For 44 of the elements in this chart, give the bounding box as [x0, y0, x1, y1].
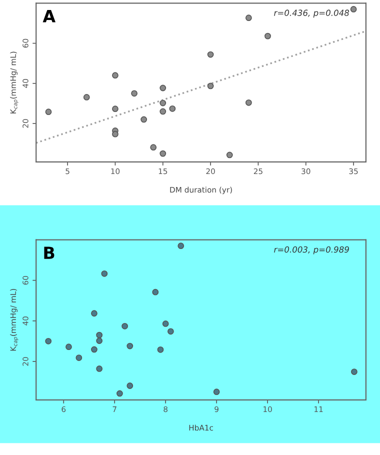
point: [126, 382, 134, 389]
point: [160, 84, 166, 92]
point: [83, 94, 90, 100]
point: [160, 150, 166, 157]
chart-title: B: [44, 246, 54, 259]
point: [91, 310, 98, 317]
point: [112, 72, 118, 79]
point: [76, 354, 82, 361]
point: [213, 388, 220, 396]
point: [167, 328, 174, 335]
point: [112, 106, 118, 112]
point: [122, 322, 128, 330]
point: [131, 90, 138, 97]
point: [178, 242, 184, 250]
point: [101, 270, 108, 277]
point: [160, 100, 166, 106]
chart-title: A: [42, 10, 56, 22]
point: [45, 338, 52, 344]
point: [45, 108, 52, 116]
point: [116, 390, 123, 397]
point: [150, 144, 157, 151]
point: [96, 338, 103, 344]
point: [157, 346, 164, 353]
point: [207, 82, 214, 90]
point: [207, 51, 214, 58]
point: [169, 105, 176, 112]
point: [140, 116, 148, 123]
annotation: r=0.436, p=0.048: [274, 10, 350, 18]
point: [91, 346, 98, 353]
point: [162, 320, 169, 327]
point: [96, 332, 103, 338]
point: [96, 366, 103, 372]
point: [264, 32, 271, 40]
point: [152, 288, 159, 296]
point: [245, 14, 252, 22]
point: [66, 344, 72, 350]
point: [350, 6, 357, 12]
point: [126, 342, 134, 350]
point: [245, 99, 252, 106]
point: [351, 368, 358, 375]
point: [160, 108, 166, 115]
point: [112, 130, 118, 138]
point: [226, 152, 233, 158]
annotation: r=0.003, p=0.989: [274, 246, 349, 254]
